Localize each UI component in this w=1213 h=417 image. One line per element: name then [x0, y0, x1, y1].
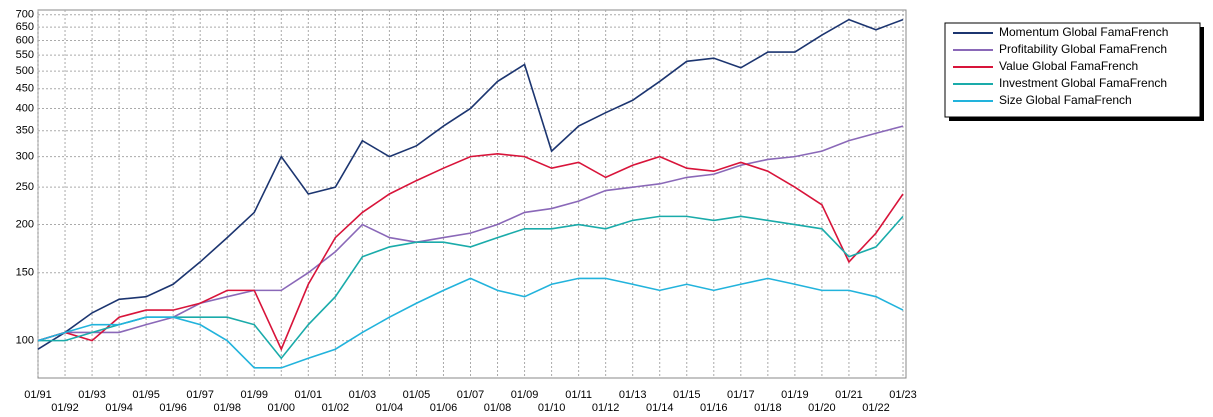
x-tick-label: 01/23 — [889, 389, 917, 401]
legend-label: Value Global FamaFrench — [999, 59, 1138, 73]
x-tick-label: 01/13 — [619, 389, 647, 401]
y-tick-label: 500 — [16, 65, 34, 77]
x-tick-label: 01/14 — [646, 402, 674, 414]
y-tick-label: 150 — [16, 267, 34, 279]
x-tick-label: 01/01 — [295, 389, 323, 401]
x-tick-label: 01/93 — [78, 389, 106, 401]
y-tick-label: 350 — [16, 125, 34, 137]
x-tick-label: 01/97 — [186, 389, 214, 401]
x-tick-label: 01/02 — [322, 402, 350, 414]
x-tick-label: 01/92 — [51, 402, 79, 414]
x-tick-label: 01/00 — [268, 402, 296, 414]
y-tick-label: 100 — [16, 335, 34, 347]
x-tick-label: 01/12 — [592, 402, 620, 414]
y-tick-label: 200 — [16, 218, 34, 230]
x-tick-label: 01/04 — [376, 402, 404, 414]
x-tick-label: 01/21 — [835, 389, 863, 401]
x-tick-label: 01/95 — [132, 389, 160, 401]
x-tick-label: 01/06 — [430, 402, 458, 414]
x-tick-label: 01/94 — [105, 402, 133, 414]
series-line — [38, 215, 904, 360]
x-tick-label: 01/91 — [24, 389, 52, 401]
y-tick-label: 300 — [16, 151, 34, 163]
legend-label: Profitability Global FamaFrench — [999, 42, 1167, 56]
y-tick-label: 550 — [16, 49, 34, 61]
x-tick-label: 01/09 — [511, 389, 539, 401]
legend-label: Investment Global FamaFrench — [999, 76, 1167, 90]
series-line — [37, 125, 904, 342]
y-tick-label: 400 — [16, 102, 34, 114]
x-tick-label: 01/11 — [565, 389, 592, 401]
legend-label: Momentum Global FamaFrench — [999, 25, 1168, 39]
x-tick-label: 01/18 — [754, 402, 782, 414]
x-tick-label: 01/07 — [457, 389, 485, 401]
y-tick-label: 450 — [16, 83, 34, 95]
x-tick-label: 01/15 — [673, 389, 701, 401]
series-line — [37, 153, 904, 352]
x-tick-label: 01/22 — [862, 402, 890, 414]
plot-area — [37, 9, 907, 379]
x-tick-label: 01/16 — [700, 402, 728, 414]
x-tick-label: 01/99 — [240, 389, 268, 401]
x-tick-label: 01/10 — [538, 402, 566, 414]
x-tick-label: 01/17 — [727, 389, 755, 401]
x-tick-label: 01/20 — [808, 402, 836, 414]
series-line — [37, 277, 904, 369]
x-tick-label: 01/98 — [213, 402, 241, 414]
y-tick-label: 700 — [16, 9, 34, 21]
y-tick-label: 250 — [16, 181, 34, 193]
x-tick-label: 01/03 — [349, 389, 377, 401]
x-tick-label: 01/05 — [403, 389, 431, 401]
x-tick-label: 01/19 — [781, 389, 809, 401]
series-line — [37, 18, 904, 350]
x-tick-label: 01/08 — [484, 402, 512, 414]
y-tick-label: 650 — [16, 21, 34, 33]
x-tick-label: 01/96 — [159, 402, 187, 414]
legend-label: Size Global FamaFrench — [999, 93, 1132, 107]
y-tick-label: 600 — [16, 34, 34, 46]
